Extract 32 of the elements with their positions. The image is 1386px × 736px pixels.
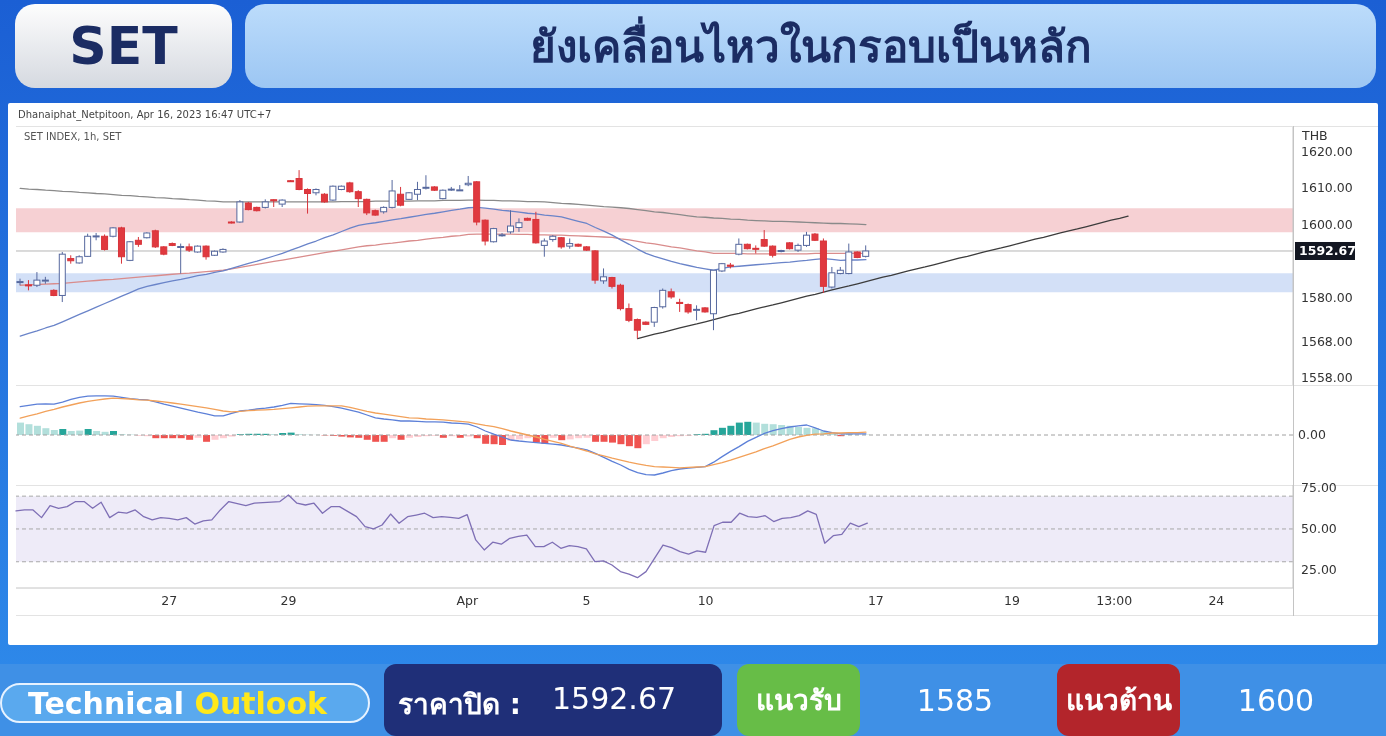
- text: SET: [69, 16, 178, 76]
- x-tick-label: 27: [161, 592, 178, 608]
- text: แนวรับ: [755, 683, 842, 719]
- ref-line-label: 0.00: [1298, 427, 1326, 443]
- x-tick-label: 10: [697, 592, 714, 608]
- chart-subtitle: SET INDEX, 1h, SET: [24, 131, 122, 142]
- x-tick-label: 19: [1004, 592, 1021, 608]
- y-tick-label: 50.00: [1301, 521, 1337, 537]
- y-tick-label: 1600.00: [1301, 216, 1353, 232]
- text: 1592.67: [552, 681, 677, 716]
- chart-title: ยังเคลื่อนไหวในกรอบเป็นหลัก: [529, 15, 1092, 74]
- y-tick-label: 1610.00: [1301, 180, 1353, 196]
- x-tick-label: 24: [1208, 592, 1225, 608]
- text: 1585: [916, 682, 994, 718]
- x-tick-label: Apr: [456, 592, 479, 608]
- text: ราคาปิด :: [398, 688, 521, 721]
- x-tick-label: 5: [582, 592, 591, 608]
- y-tick-label: 1568.00: [1301, 333, 1353, 349]
- text: Technical Outlook: [28, 685, 328, 721]
- text: Dhanaiphat_Netpitoon, Apr 16, 2023 16:47 UTC+7: [18, 109, 272, 120]
- x-tick-label: 13:00: [1096, 592, 1133, 608]
- text: แนวต้าน: [1065, 683, 1172, 719]
- x-tick-label: 17: [867, 592, 884, 608]
- text: 1600: [1237, 682, 1315, 718]
- x-tick-label: 29: [280, 592, 297, 608]
- y-tick-label: 75.00: [1301, 480, 1337, 496]
- y-tick-label: 1558.00: [1301, 370, 1353, 386]
- y-tick-label: 1580.00: [1301, 289, 1353, 305]
- ref-line-label: 1592.67: [1299, 243, 1356, 259]
- y-tick-label: 25.00: [1301, 562, 1337, 578]
- y-tick-label: 1620.00: [1301, 143, 1353, 159]
- y-axis-title: THB: [1302, 128, 1328, 143]
